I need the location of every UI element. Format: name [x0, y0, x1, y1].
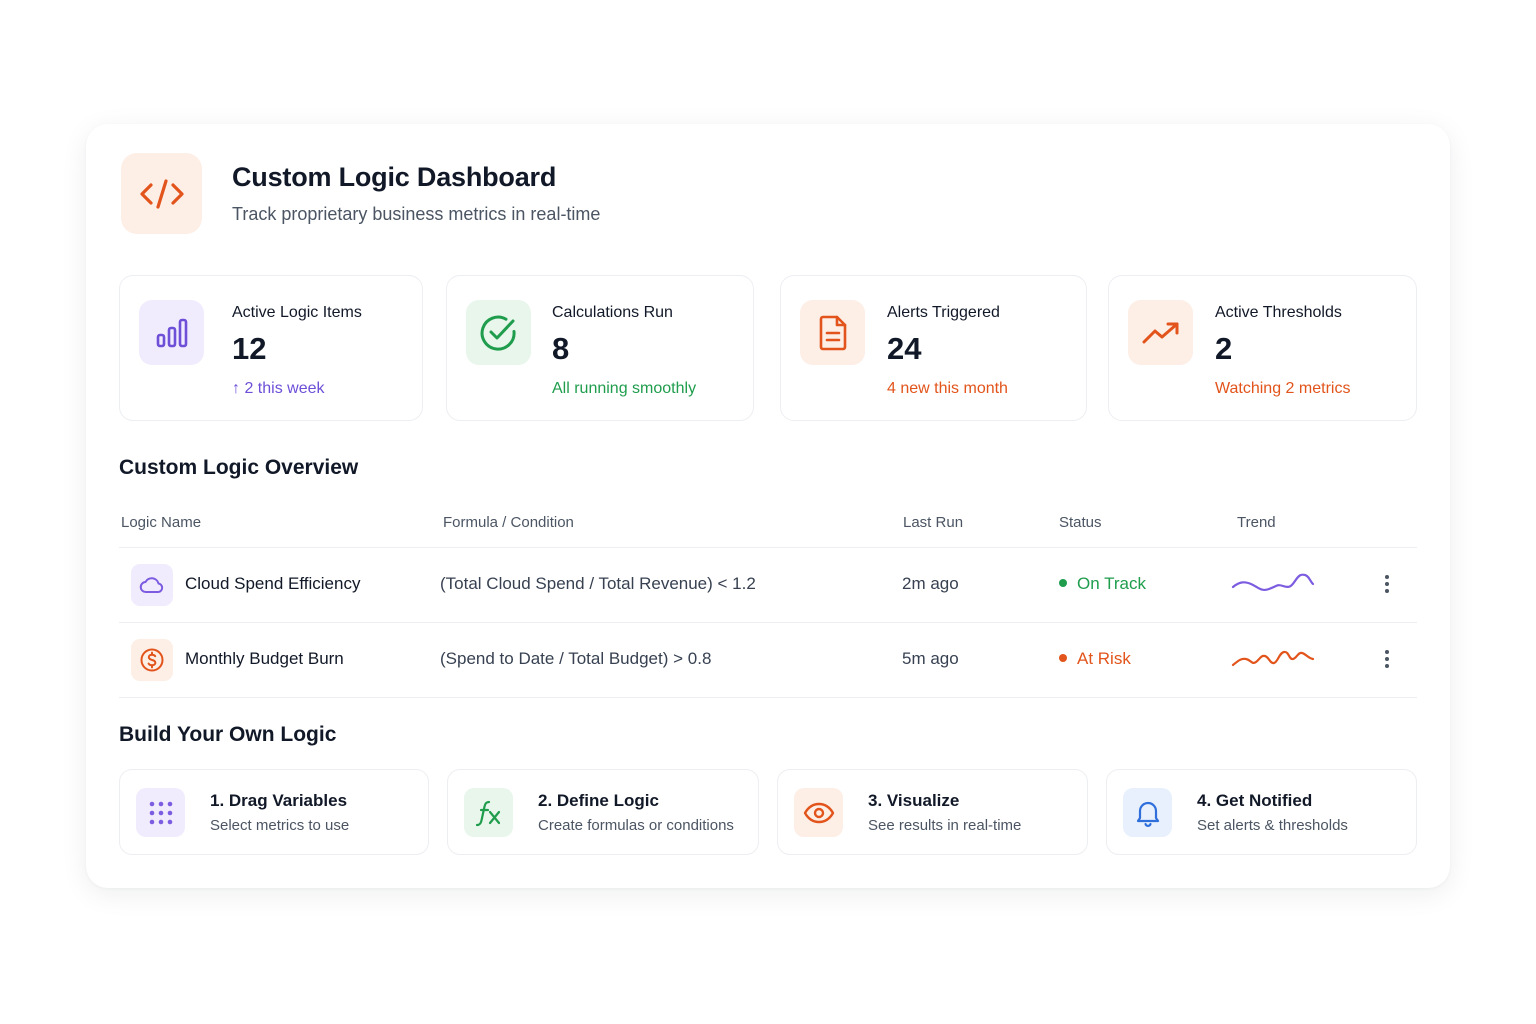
stat-value: 12 [232, 331, 267, 366]
build-title: Build Your Own Logic [119, 723, 337, 746]
table-divider [119, 547, 1417, 548]
grid-dots-icon [136, 788, 185, 837]
stat-note: 4 new this month [887, 380, 1008, 397]
status-text: At Risk [1077, 649, 1131, 668]
stat-value: 24 [887, 331, 922, 366]
status-badge: At Risk [1059, 649, 1131, 669]
eye-icon [794, 788, 843, 837]
stat-value: 8 [552, 331, 570, 366]
overview-title: Custom Logic Overview [119, 456, 359, 479]
stat-card-alerts-triggered[interactable]: Alerts Triggered 24 4 new this month [780, 275, 1087, 421]
bar-chart-icon [139, 300, 204, 365]
table-divider [119, 697, 1417, 698]
column-header-status: Status [1059, 514, 1102, 531]
table-row[interactable]: Cloud Spend Efficiency (Total Cloud Spen… [119, 547, 1417, 622]
code-icon [121, 153, 202, 234]
status-text: On Track [1077, 574, 1146, 593]
trend-sparkline [1231, 644, 1315, 679]
stat-label: Active Logic Items [232, 304, 362, 321]
trend-sparkline [1231, 569, 1315, 604]
stat-value: 2 [1215, 331, 1233, 366]
step-desc: See results in real-time [868, 817, 1022, 834]
step-desc: Create formulas or conditions [538, 817, 734, 834]
step-title: 3. Visualize [868, 791, 960, 810]
step-title: 4. Get Notified [1197, 791, 1313, 810]
step-title: 1. Drag Variables [210, 791, 348, 810]
stat-label: Active Thresholds [1215, 304, 1342, 321]
last-run: 2m ago [902, 574, 959, 593]
check-circle-icon [466, 300, 531, 365]
dashboard-card: Custom Logic Dashboard Track proprietary… [86, 124, 1450, 888]
page-title: Custom Logic Dashboard [232, 162, 557, 192]
stat-card-calculations-run[interactable]: Calculations Run 8 All running smoothly [446, 275, 754, 421]
stat-label: Alerts Triggered [887, 304, 1000, 321]
stat-note: Watching 2 metrics [1215, 380, 1351, 397]
step-title: 2. Define Logic [538, 791, 659, 810]
page-subtitle: Track proprietary business metrics in re… [232, 204, 601, 224]
dollar-icon [131, 639, 173, 681]
step-desc: Set alerts & thresholds [1197, 817, 1348, 834]
column-header-last-run: Last Run [903, 514, 964, 531]
stat-card-active-logic-items[interactable]: Active Logic Items 12 ↑ 2 this week [119, 275, 423, 421]
status-dot [1059, 653, 1067, 662]
trending-up-icon [1128, 300, 1193, 365]
table-divider [119, 622, 1417, 623]
step-drag-variables[interactable]: 1. Drag Variables Select metrics to use [119, 769, 429, 855]
status-dot [1059, 578, 1067, 587]
stat-note: All running smoothly [552, 380, 697, 397]
status-badge: On Track [1059, 574, 1146, 594]
step-define-logic[interactable]: 2. Define Logic Create formulas or condi… [447, 769, 759, 855]
logic-formula: (Total Cloud Spend / Total Revenue) < 1.… [440, 574, 756, 593]
step-get-notified[interactable]: 4. Get Notified Set alerts & thresholds [1106, 769, 1417, 855]
logic-name: Cloud Spend Efficiency [185, 574, 361, 593]
column-header-logic-name: Logic Name [121, 514, 202, 531]
table-row[interactable]: Monthly Budget Burn (Spend to Date / Tot… [119, 622, 1417, 697]
step-visualize[interactable]: 3. Visualize See results in real-time [777, 769, 1088, 855]
stat-label: Calculations Run [552, 304, 673, 321]
more-options-icon[interactable] [1379, 569, 1395, 599]
column-header-trend: Trend [1237, 514, 1276, 531]
document-icon [800, 300, 865, 365]
column-header-formula: Formula / Condition [443, 514, 574, 531]
last-run: 5m ago [902, 649, 959, 668]
bell-icon [1123, 788, 1172, 837]
more-options-icon[interactable] [1379, 644, 1395, 674]
stat-note: ↑ 2 this week [232, 380, 325, 397]
step-desc: Select metrics to use [210, 817, 350, 834]
cloud-icon [131, 564, 173, 606]
stat-card-active-thresholds[interactable]: Active Thresholds 2 Watching 2 metrics [1108, 275, 1417, 421]
logic-formula: (Spend to Date / Total Budget) > 0.8 [440, 649, 712, 668]
function-icon [464, 788, 513, 837]
logic-name: Monthly Budget Burn [185, 649, 344, 668]
